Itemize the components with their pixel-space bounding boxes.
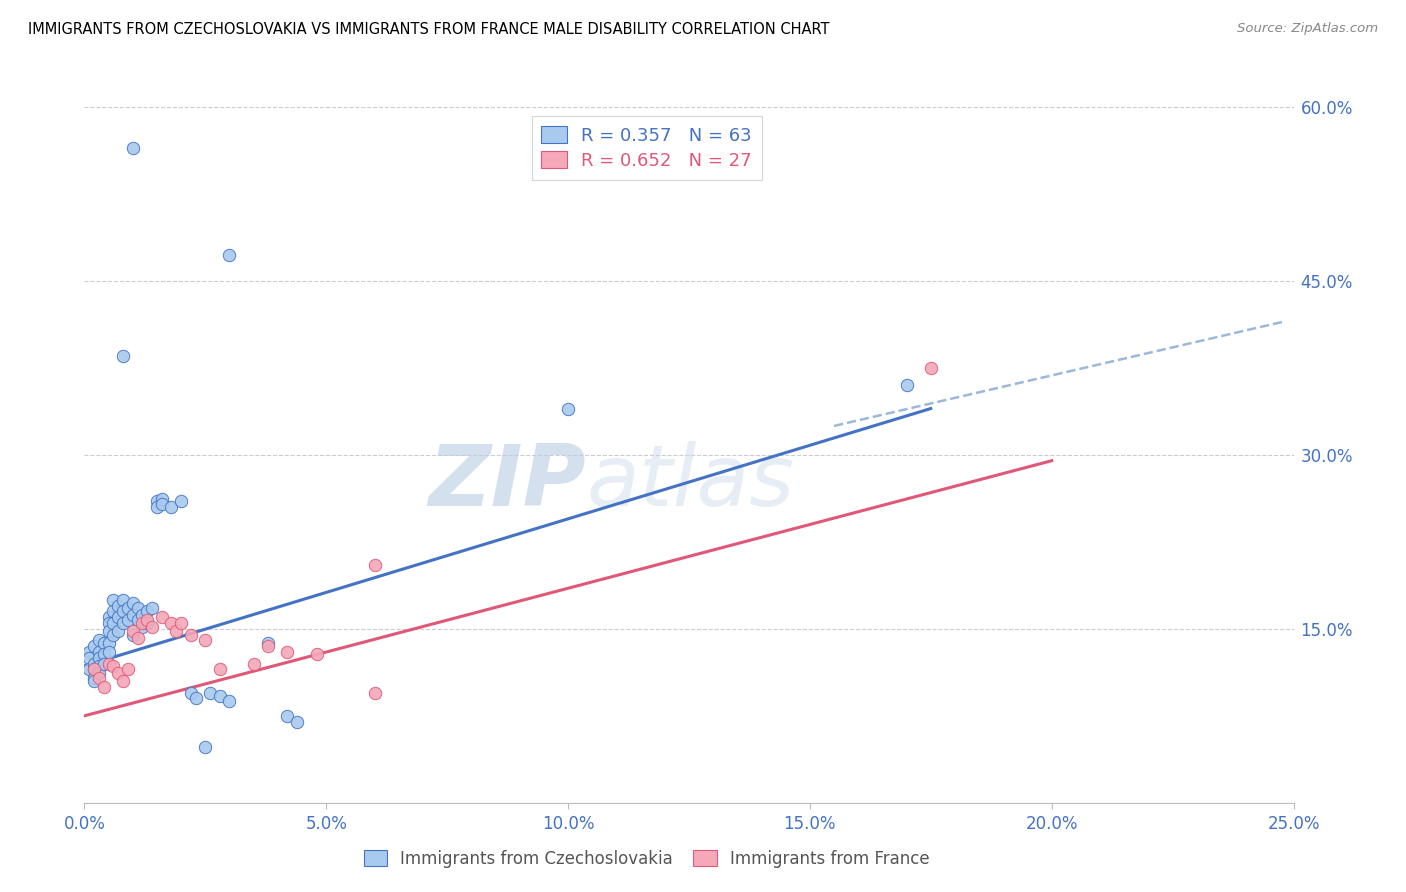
Point bbox=[77, 662, 100, 676]
Point bbox=[136, 615, 159, 630]
Point bbox=[141, 619, 163, 633]
Point bbox=[920, 360, 942, 375]
Point bbox=[77, 651, 100, 665]
Point bbox=[141, 601, 163, 615]
Point bbox=[131, 615, 153, 630]
Point bbox=[93, 636, 115, 650]
Point bbox=[93, 657, 115, 671]
Point bbox=[97, 624, 120, 639]
Point bbox=[103, 592, 125, 607]
Point bbox=[83, 671, 105, 685]
Point bbox=[194, 633, 217, 648]
Point bbox=[150, 610, 173, 624]
Point bbox=[257, 639, 280, 653]
Point bbox=[180, 685, 202, 699]
Point bbox=[103, 615, 125, 630]
Point bbox=[208, 689, 231, 703]
Point bbox=[93, 648, 115, 662]
Point bbox=[112, 615, 135, 630]
Point bbox=[87, 651, 110, 665]
Point bbox=[557, 401, 579, 416]
Point bbox=[150, 491, 173, 506]
Point bbox=[127, 613, 149, 627]
Point bbox=[165, 624, 187, 639]
Point bbox=[242, 657, 264, 671]
Point bbox=[77, 645, 100, 659]
Point bbox=[107, 599, 129, 613]
Point bbox=[103, 605, 125, 619]
Point bbox=[112, 674, 135, 689]
Point bbox=[87, 633, 110, 648]
Point bbox=[103, 659, 125, 673]
Point bbox=[83, 639, 105, 653]
Point bbox=[83, 662, 105, 676]
Legend: Immigrants from Czechoslovakia, Immigrants from France: Immigrants from Czechoslovakia, Immigran… bbox=[357, 843, 936, 874]
Point bbox=[136, 613, 159, 627]
Point bbox=[257, 636, 280, 650]
Point bbox=[218, 694, 240, 708]
Point bbox=[121, 596, 143, 610]
Point bbox=[160, 500, 183, 514]
Point bbox=[276, 645, 298, 659]
Point bbox=[305, 648, 328, 662]
Point bbox=[121, 607, 143, 622]
Point bbox=[107, 624, 129, 639]
Point bbox=[107, 610, 129, 624]
Point bbox=[83, 662, 105, 676]
Point bbox=[363, 685, 385, 699]
Point bbox=[87, 659, 110, 673]
Point bbox=[127, 601, 149, 615]
Point bbox=[112, 349, 135, 364]
Point bbox=[180, 628, 202, 642]
Point bbox=[117, 662, 139, 676]
Point bbox=[131, 619, 153, 633]
Point bbox=[112, 592, 135, 607]
Point bbox=[170, 615, 193, 630]
Point bbox=[127, 631, 149, 645]
Text: ZIP: ZIP bbox=[429, 442, 586, 524]
Point bbox=[218, 248, 240, 262]
Point bbox=[285, 714, 308, 729]
Point bbox=[198, 685, 221, 699]
Point bbox=[117, 613, 139, 627]
Point bbox=[184, 691, 207, 706]
Point bbox=[97, 636, 120, 650]
Point bbox=[121, 628, 143, 642]
Point bbox=[150, 497, 173, 511]
Point bbox=[160, 615, 183, 630]
Point bbox=[83, 674, 105, 689]
Point bbox=[121, 624, 143, 639]
Point bbox=[87, 671, 110, 685]
Point bbox=[87, 645, 110, 659]
Point bbox=[97, 610, 120, 624]
Point bbox=[136, 605, 159, 619]
Point bbox=[131, 607, 153, 622]
Point bbox=[194, 740, 217, 755]
Text: Source: ZipAtlas.com: Source: ZipAtlas.com bbox=[1237, 22, 1378, 36]
Point bbox=[93, 680, 115, 694]
Text: IMMIGRANTS FROM CZECHOSLOVAKIA VS IMMIGRANTS FROM FRANCE MALE DISABILITY CORRELA: IMMIGRANTS FROM CZECHOSLOVAKIA VS IMMIGR… bbox=[28, 22, 830, 37]
Point bbox=[121, 140, 143, 155]
Point bbox=[83, 657, 105, 671]
Point bbox=[107, 665, 129, 680]
Point bbox=[146, 494, 169, 508]
Point bbox=[896, 378, 918, 392]
Point bbox=[117, 601, 139, 615]
Point bbox=[97, 645, 120, 659]
Point bbox=[363, 558, 385, 573]
Point bbox=[97, 657, 120, 671]
Point bbox=[97, 615, 120, 630]
Point bbox=[87, 665, 110, 680]
Point bbox=[208, 662, 231, 676]
Point bbox=[103, 628, 125, 642]
Point bbox=[276, 708, 298, 723]
Point bbox=[170, 494, 193, 508]
Point bbox=[146, 500, 169, 514]
Text: atlas: atlas bbox=[586, 442, 794, 524]
Point bbox=[112, 605, 135, 619]
